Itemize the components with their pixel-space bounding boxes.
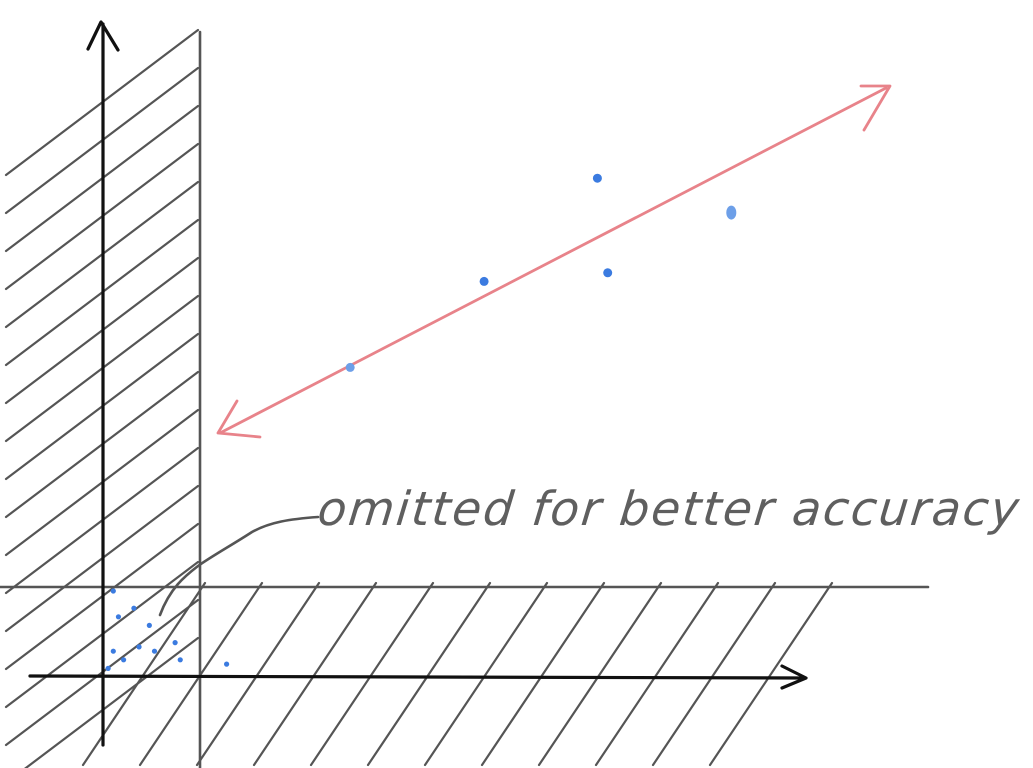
hatch-stroke [708, 581, 834, 767]
hatch-stroke [537, 581, 663, 767]
data-point-near-origin [151, 648, 158, 654]
x-axis-arrowhead [780, 664, 808, 690]
trend-arrowhead-lower [216, 399, 262, 439]
hatch-stroke [309, 581, 435, 767]
hatch-stroke [423, 581, 549, 767]
data-point-near-origin [224, 661, 230, 667]
hatch-stroke [651, 581, 777, 767]
data-point [479, 276, 489, 286]
trend-arrowhead-upper [859, 84, 892, 132]
data-point-near-origin [110, 648, 116, 654]
data-point-near-origin [136, 644, 142, 650]
data-point-near-origin [105, 665, 111, 672]
annotation-leader-line [158, 515, 320, 617]
trend-double-arrow [216, 84, 892, 439]
annotation-label: omitted for better accuracy [315, 482, 1024, 537]
data-point [726, 205, 737, 220]
data-point-near-origin [121, 657, 127, 663]
data-point [603, 268, 613, 278]
hatched-region-bottom [81, 581, 834, 767]
data-point-near-origin [131, 605, 137, 611]
data-point-near-origin [146, 622, 152, 629]
data-point [345, 362, 355, 372]
y-axis-arrowhead [86, 20, 120, 52]
hatch-stroke [195, 581, 321, 767]
data-point-near-origin [115, 614, 122, 620]
data-points [105, 173, 737, 672]
data-point [592, 173, 602, 183]
data-point-near-origin [110, 588, 116, 594]
x-axis [28, 664, 808, 690]
data-point-near-origin [177, 657, 183, 663]
hatch-stroke [252, 581, 378, 767]
hatch-stroke [480, 581, 606, 767]
data-point-near-origin [172, 640, 178, 646]
y-axis [86, 20, 120, 747]
hatch-stroke [594, 581, 720, 767]
hatch-stroke [366, 581, 492, 767]
